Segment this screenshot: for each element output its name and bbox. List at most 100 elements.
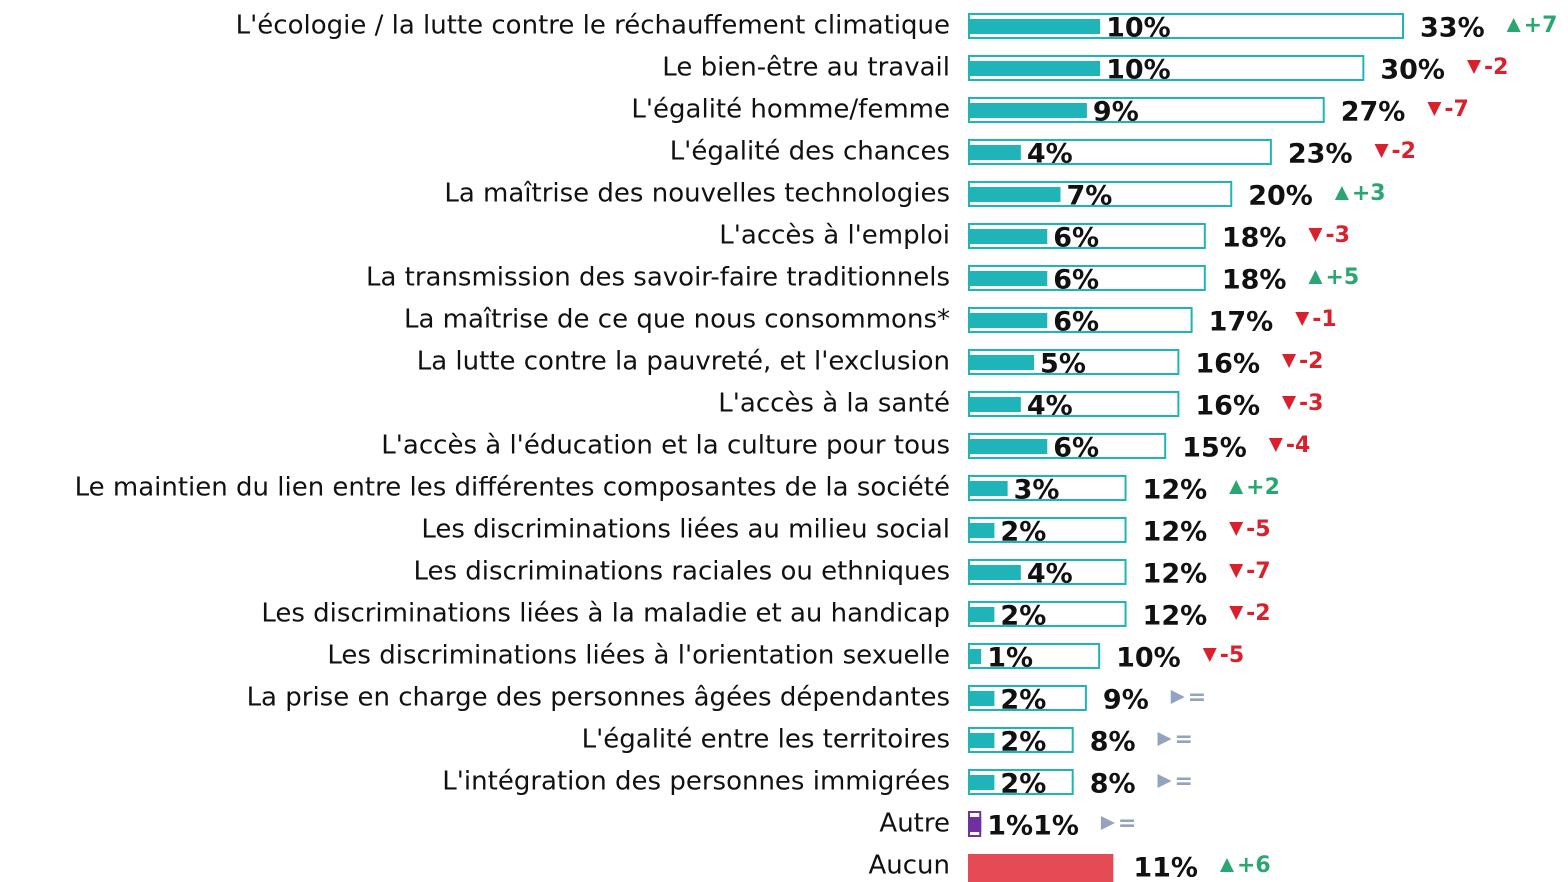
first-value-label: 10% [1106,13,1171,44]
change-arrow [1282,396,1297,410]
first-value-label: 2% [1000,685,1046,716]
total-value-label: 11% [1133,853,1198,882]
total-value-label: 12% [1143,601,1208,632]
category-label: La maîtrise de ce que nous consommons* [404,305,950,335]
total-value-label: 9% [1103,685,1149,716]
category-label: L'accès à l'emploi [719,221,950,251]
category-label: La prise en charge des personnes âgées d… [247,683,950,713]
first-bar [968,523,995,538]
category-label: Les discriminations liées à l'orientatio… [327,641,950,671]
first-bar [968,775,995,790]
change-arrow [1157,732,1172,746]
change-arrow [1229,522,1244,536]
change-label: = [1188,685,1206,710]
category-label: L'égalité des chances [670,137,950,167]
change-label: -5 [1220,643,1244,668]
first-bar [968,313,1048,328]
change-label: = [1175,769,1193,794]
change-arrow [1229,564,1244,578]
change-label: -2 [1246,601,1270,626]
total-value-label: 12% [1143,475,1208,506]
category-label: L'accès à la santé [718,389,950,419]
category-label: L'égalité homme/femme [631,95,950,125]
total-value-label: 12% [1143,517,1208,548]
category-label: Autre [879,809,950,839]
total-value-label: 27% [1341,97,1406,128]
total-value-label: 30% [1380,55,1445,86]
change-label: -4 [1286,433,1310,458]
change-label: -7 [1246,559,1270,584]
first-bar [968,19,1101,34]
change-arrow [1229,606,1244,620]
total-value-label: 10% [1116,643,1181,674]
first-bar [968,229,1048,244]
total-value-label: 16% [1195,391,1260,422]
total-value-label: 1% [1033,811,1079,842]
first-bar [968,691,995,706]
change-arrow [1427,102,1442,116]
first-bar [968,355,1035,370]
first-value-label: 2% [1000,601,1046,632]
category-label: Les discriminations raciales ou ethnique… [413,557,950,587]
total-value-label: 18% [1222,265,1287,296]
change-label: -3 [1299,391,1323,416]
first-value-label: 1% [987,643,1033,674]
change-arrow [1374,144,1389,158]
first-value-label: 2% [1000,517,1046,548]
change-arrow [1202,648,1217,662]
change-label: = [1118,811,1136,836]
change-label: +6 [1237,853,1271,878]
first-value-label: 7% [1066,181,1112,212]
change-label: -3 [1325,223,1349,248]
change-label: -5 [1246,517,1270,542]
first-bar [968,397,1021,412]
change-arrow [1467,60,1482,74]
change-label: -2 [1484,55,1508,80]
first-value-label: 6% [1053,265,1099,296]
first-value-label: 4% [1027,391,1073,422]
change-label: -2 [1299,349,1323,374]
total-value-label: 8% [1090,727,1136,758]
first-value-label: 1% [987,811,1033,842]
first-bar [968,607,995,622]
total-value-label: 8% [1090,769,1136,800]
first-bar [968,187,1061,202]
category-label: La maîtrise des nouvelles technologies [444,179,950,209]
first-value-label: 6% [1053,307,1099,338]
change-label: -1 [1312,307,1336,332]
first-value-label: 9% [1093,97,1139,128]
category-label: L'égalité entre les territoires [582,725,950,755]
first-bar [968,271,1048,286]
first-value-label: 5% [1040,349,1086,380]
category-label: Le bien-être au travail [662,53,950,83]
first-bar [968,103,1087,118]
category-label: La transmission des savoir-faire traditi… [366,263,950,293]
change-arrow [1229,480,1244,494]
change-label: +3 [1352,181,1386,206]
first-value-label: 6% [1053,433,1099,464]
first-bar [968,649,982,664]
change-arrow [1308,270,1323,284]
change-label: +2 [1246,475,1280,500]
category-label: Aucun [868,851,950,881]
change-arrow [1308,228,1323,242]
change-arrow [1295,312,1310,326]
first-value-label: 2% [1000,769,1046,800]
category-label: Les discriminations liées à la maladie e… [261,599,950,629]
category-label: La lutte contre la pauvreté, et l'exclus… [417,347,950,377]
category-label: L'accès à l'éducation et la culture pour… [381,431,950,461]
first-value-label: 10% [1106,55,1171,86]
category-label: L'écologie / la lutte contre le réchauff… [236,11,950,41]
total-value-label: 20% [1248,181,1313,212]
first-bar [968,61,1101,76]
first-bar [968,817,982,832]
total-value-label: 15% [1182,433,1247,464]
change-arrow [1170,690,1185,704]
total-value-label: 12% [1143,559,1208,590]
first-value-label: 6% [1053,223,1099,254]
change-arrow [1100,816,1115,830]
change-label: +5 [1325,265,1359,290]
change-label: +7 [1524,13,1558,38]
